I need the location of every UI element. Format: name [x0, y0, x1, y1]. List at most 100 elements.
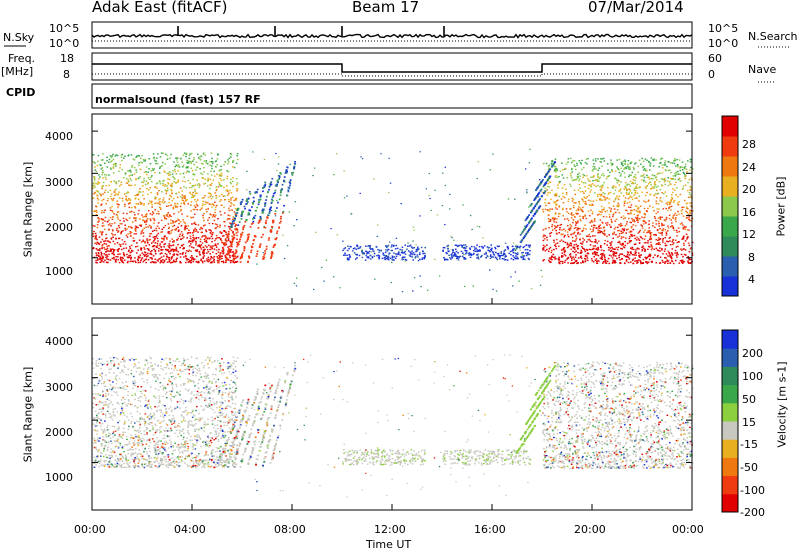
echo-cell — [632, 262, 634, 265]
echo-cell — [170, 248, 173, 251]
echo-cell — [575, 254, 577, 256]
echo-cell — [359, 246, 362, 248]
echo-cell — [642, 223, 645, 225]
echo-cell — [173, 239, 175, 242]
echo-cell — [661, 224, 663, 226]
echo-cell — [190, 186, 193, 189]
echo-cell — [567, 257, 569, 259]
echo-cell — [664, 191, 667, 193]
echo-cell — [294, 160, 296, 163]
echo-cell — [102, 184, 104, 187]
echo-cell — [553, 217, 556, 220]
echo-cell — [353, 252, 356, 254]
echo-cell — [482, 247, 484, 249]
echo-cell — [122, 217, 125, 220]
echo-cell — [645, 169, 648, 172]
echo-cell — [567, 235, 570, 238]
echo-cell — [445, 252, 448, 254]
echo-cell — [658, 242, 661, 244]
echo-cell — [677, 165, 679, 168]
echo-cell — [675, 246, 678, 248]
echo-cell — [213, 258, 216, 261]
echo-cell — [549, 175, 552, 178]
echo-cell — [163, 170, 166, 172]
echo-cell — [644, 213, 647, 216]
echo-cell — [189, 192, 192, 195]
echo-cell — [627, 197, 630, 200]
echo-cell — [665, 195, 668, 197]
echo-cell — [524, 168, 527, 170]
echo-cell — [181, 197, 184, 199]
echo-cell — [486, 255, 488, 257]
echo-cell — [259, 243, 262, 245]
echo-cell — [542, 244, 545, 247]
echo-cell — [447, 250, 450, 252]
echo-cell — [575, 202, 577, 204]
echo-cell — [175, 253, 178, 256]
echo-cell — [540, 181, 543, 184]
echo-cell — [683, 166, 686, 169]
echo-cell — [150, 257, 153, 259]
echo-cell — [401, 249, 403, 251]
echo-cell — [221, 382, 224, 384]
echo-cell — [164, 248, 167, 251]
echo-cell — [619, 262, 621, 264]
echo-cell — [190, 152, 193, 155]
echo-cell — [569, 242, 572, 244]
echo-cell — [118, 204, 120, 206]
echo-cell — [119, 164, 122, 166]
echo-cell — [209, 237, 211, 239]
echo-cell — [588, 194, 591, 197]
echo-cell — [224, 225, 226, 227]
echo-cell — [570, 168, 573, 171]
echo-cell — [172, 250, 175, 253]
echo-cell — [276, 199, 278, 202]
echo-cell — [129, 232, 132, 235]
echo-cell — [664, 160, 667, 162]
echo-cell — [525, 225, 528, 227]
echo-cell — [614, 261, 617, 264]
echo-cell — [655, 202, 658, 205]
echo-cell — [219, 238, 222, 241]
echo-cell — [644, 169, 647, 172]
echo-cell — [151, 206, 153, 208]
echo-cell — [217, 261, 219, 264]
echo-cell — [662, 237, 665, 240]
echo-cell — [657, 172, 660, 174]
echo-cell — [184, 200, 187, 202]
echo-cell — [265, 199, 267, 201]
echo-cell — [231, 226, 233, 228]
echo-cell — [97, 182, 100, 184]
echo-cell — [662, 228, 665, 230]
echo-cell — [664, 242, 667, 244]
echo-cell — [140, 248, 142, 250]
echo-cell — [563, 228, 565, 231]
echo-cell — [590, 258, 593, 260]
echo-cell — [241, 255, 244, 258]
echo-cell — [129, 247, 132, 250]
echo-cell — [203, 250, 205, 252]
echo-cell — [137, 164, 140, 167]
echo-cell — [627, 165, 629, 168]
echo-cell — [604, 259, 607, 262]
echo-cell — [134, 219, 137, 222]
echo-cell — [539, 284, 542, 286]
echo-cell — [648, 161, 650, 163]
echo-cell — [573, 164, 575, 166]
echo-cell — [597, 169, 600, 172]
echo-cell — [233, 253, 236, 255]
echo-cell — [268, 237, 271, 239]
echo-cell — [104, 209, 107, 211]
echo-cell — [210, 193, 213, 196]
echo-cell — [664, 248, 667, 250]
echo-cell — [684, 174, 686, 176]
echo-cell — [661, 157, 664, 159]
echo-cell — [352, 248, 355, 250]
echo-cell — [140, 224, 143, 226]
echo-cell — [117, 256, 119, 258]
echo-cell — [201, 204, 204, 207]
echo-cell — [666, 203, 669, 206]
echo-cell — [661, 192, 664, 194]
echo-cell — [674, 212, 677, 214]
echo-cell — [175, 228, 177, 230]
